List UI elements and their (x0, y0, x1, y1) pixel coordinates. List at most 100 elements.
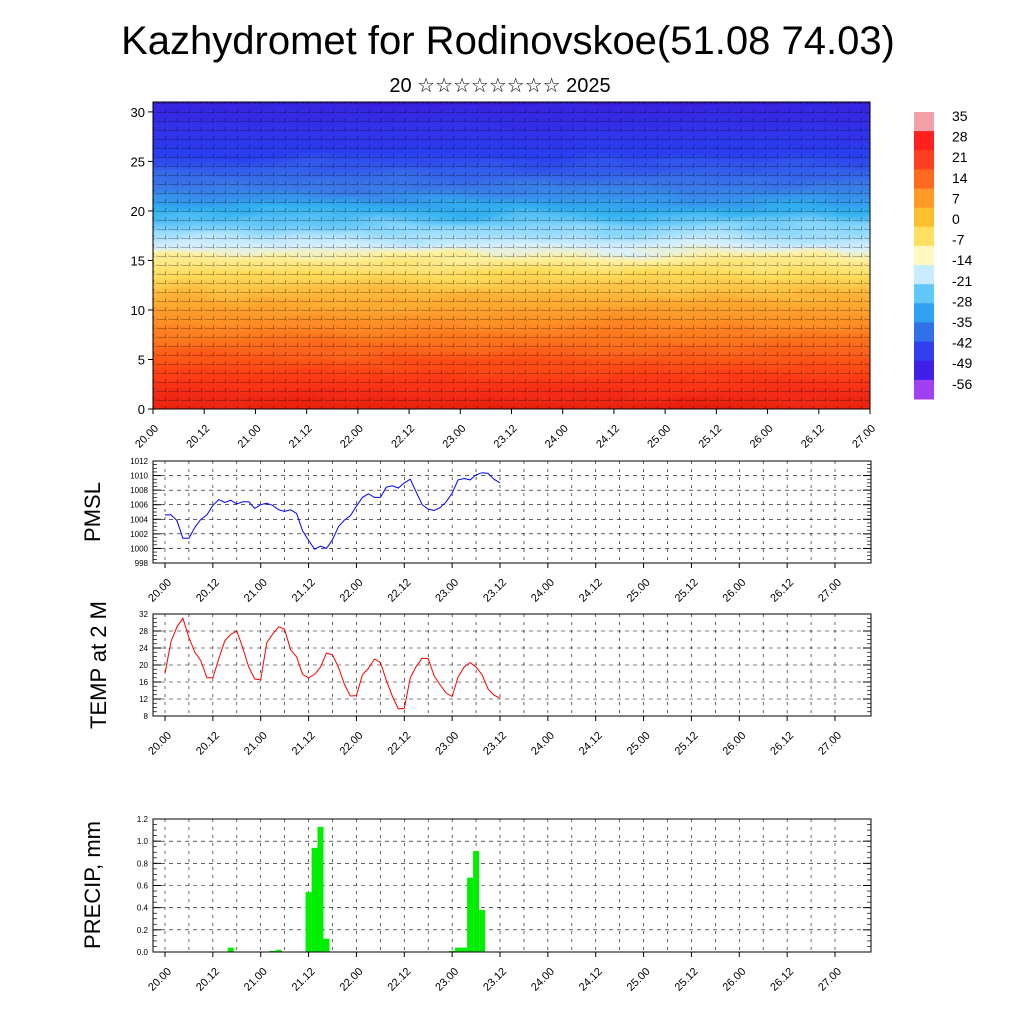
precip-bar (275, 949, 282, 952)
y-tick-label: 1000 (130, 544, 148, 553)
colorbar-label: 28 (952, 129, 968, 145)
x-tick-label: 23.12 (481, 577, 509, 605)
colorbar-swatch (914, 265, 934, 285)
y-tick-label: 0.2 (137, 926, 149, 935)
colorbar-swatch (914, 112, 934, 132)
precip-bar (305, 892, 312, 952)
x-tick-label: 20.12 (194, 966, 222, 994)
x-tick-label: 21.12 (290, 577, 318, 605)
colorbar-swatch (914, 360, 934, 381)
colorbar-label: 0 (952, 211, 960, 227)
x-tick-label: 25.12 (673, 577, 701, 605)
colorbar-swatch (914, 284, 934, 304)
temp-panel: 8 12 16 20 24 28 32 20.00 20.12 21.00 21.12 22.00 22… (86, 601, 872, 758)
precip-bar (479, 909, 486, 952)
x-tick-label: 20.12 (194, 730, 222, 758)
cs-x-tick-label: 25.12 (697, 423, 725, 451)
y-tick-label: 8 (144, 712, 149, 721)
cs-x-tick-label: 26.12 (799, 423, 827, 451)
cs-x-tick-label: 24.12 (594, 423, 622, 451)
x-tick-label: 22.12 (385, 966, 413, 994)
y-tick-label: 998 (135, 559, 149, 568)
x-tick-label: 26.12 (768, 730, 796, 758)
x-tick-label: 22.00 (338, 577, 366, 605)
cs-x-tick-label: 20.12 (184, 423, 212, 451)
x-tick-label: 27.00 (816, 730, 844, 758)
precip-bar (449, 950, 456, 952)
x-tick-label: 22.00 (338, 966, 366, 994)
pmsl-ylabel: PMSL (80, 482, 105, 542)
x-tick-label: 24.00 (529, 577, 557, 605)
cs-y-tick-label: 20 (131, 204, 145, 219)
y-tick-label: 0.4 (137, 904, 149, 913)
x-tick-label: 24.12 (577, 577, 605, 605)
y-tick-label: 32 (139, 610, 148, 619)
cs-y-tick-label: 30 (131, 105, 145, 120)
x-tick-label: 20.00 (146, 730, 174, 758)
x-tick-label: 26.00 (720, 730, 748, 758)
colorbar-swatch (914, 207, 934, 228)
cs-x-tick-label: 24.00 (543, 423, 571, 451)
y-tick-label: 0.0 (137, 948, 149, 957)
colorbar-label: 7 (952, 190, 960, 206)
cs-y-tick-label: 0 (138, 402, 145, 417)
y-tick-label: 24 (139, 644, 148, 653)
x-tick-label: 26.00 (720, 577, 748, 605)
cs-y-tick-label: 5 (138, 352, 145, 367)
x-tick-label: 23.00 (433, 577, 461, 605)
chart-subtitle: 20 ☆☆☆☆☆☆☆☆ 2025 (389, 75, 610, 97)
x-tick-label: 20.12 (194, 577, 222, 605)
y-tick-label: 0.6 (137, 882, 149, 891)
colorbar-swatch (914, 131, 934, 151)
colorbar-label: 21 (952, 149, 968, 165)
x-tick-label: 25.00 (625, 730, 653, 758)
x-tick-label: 27.00 (816, 966, 844, 994)
colorbar-label: -7 (952, 232, 965, 248)
colorbar-swatch (914, 169, 934, 190)
precip-bar (323, 938, 330, 952)
colorbar: 35 28 21 14 7 0 -7 -14 -21 -28 -35 -42 -49 -56 (914, 108, 972, 400)
y-tick-label: 1002 (130, 530, 148, 539)
colorbar-swatch (914, 303, 934, 323)
y-tick-label: 1006 (130, 501, 148, 510)
colorbar-swatch (914, 322, 934, 343)
x-tick-label: 23.12 (481, 966, 509, 994)
y-tick-label: 20 (139, 661, 148, 670)
x-tick-label: 26.00 (720, 966, 748, 994)
x-tick-label: 21.00 (242, 730, 270, 758)
colorbar-swatch (914, 341, 934, 362)
cross-section-wind-barbs (153, 102, 870, 409)
colorbar-label: -56 (952, 376, 972, 392)
x-tick-label: 25.12 (673, 730, 701, 758)
cs-y-tick-label: 10 (131, 303, 145, 318)
x-tick-label: 25.00 (625, 577, 653, 605)
precip-bar (311, 847, 318, 952)
colorbar-swatch (914, 150, 934, 170)
cs-x-tick-label: 26.00 (748, 423, 776, 451)
x-tick-label: 20.00 (146, 966, 174, 994)
x-tick-label: 26.12 (768, 577, 796, 605)
x-tick-label: 24.12 (577, 730, 605, 758)
colorbar-label: -42 (952, 335, 972, 351)
precip-bar (473, 851, 480, 952)
x-tick-label: 23.00 (433, 730, 461, 758)
cs-x-tick-label: 23.12 (492, 423, 520, 451)
cs-y-tick-label: 15 (131, 253, 145, 268)
x-tick-label: 23.00 (433, 966, 461, 994)
cs-x-tick-label: 21.12 (287, 423, 315, 451)
precip-bar (317, 826, 324, 952)
colorbar-swatch (914, 226, 934, 247)
cross-section-y-axis: 0 5 10 15 20 25 30 (131, 105, 153, 417)
x-tick-label: 25.12 (673, 966, 701, 994)
cs-x-tick-label: 22.00 (338, 423, 366, 451)
cross-section-panel: 0 5 10 15 20 25 30 20.00 20.12 21.00 21.12 22.00 22… (131, 101, 878, 451)
precip-bar (455, 947, 462, 952)
y-tick-label: 1.0 (137, 837, 149, 846)
cs-x-tick-label: 22.12 (389, 423, 417, 451)
pmsl-series-line (165, 472, 501, 550)
y-tick-label: 12 (139, 695, 148, 704)
y-tick-label: 16 (139, 678, 148, 687)
y-tick-label: 28 (139, 627, 148, 636)
y-tick-label: 1010 (130, 472, 148, 481)
